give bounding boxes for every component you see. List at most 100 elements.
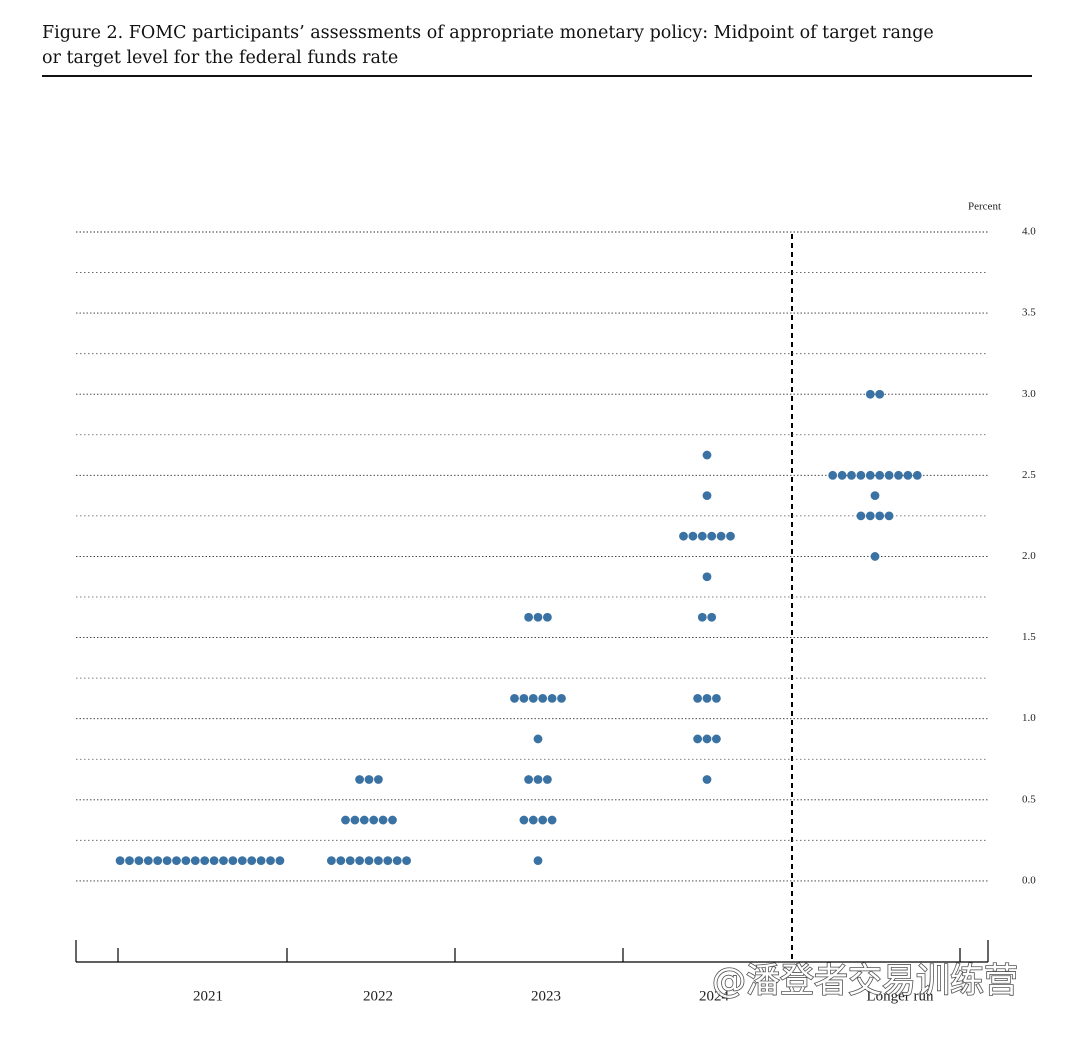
dot xyxy=(547,815,557,825)
dot xyxy=(679,531,688,541)
dot xyxy=(712,693,721,703)
dot xyxy=(547,693,557,703)
dot xyxy=(364,856,374,866)
dot xyxy=(524,612,533,622)
dot xyxy=(341,815,350,825)
dot xyxy=(533,734,543,744)
y-tick-label: 3.0 xyxy=(1022,388,1036,400)
dot xyxy=(355,775,364,784)
x-tick-label: 2021 xyxy=(193,988,223,1004)
dot xyxy=(125,856,134,866)
dot xyxy=(688,531,698,541)
x-tick-label: 2024 xyxy=(699,988,730,1004)
dot xyxy=(828,470,838,480)
dot xyxy=(712,734,721,744)
dot xyxy=(510,693,519,703)
dot xyxy=(524,775,533,784)
dot xyxy=(336,856,346,866)
dot xyxy=(115,856,125,866)
dot xyxy=(181,856,191,866)
dot xyxy=(538,815,548,825)
dot xyxy=(903,470,913,480)
dot xyxy=(247,856,257,866)
dot xyxy=(538,693,548,703)
dot xyxy=(134,856,144,866)
dot xyxy=(533,775,543,784)
dot xyxy=(359,815,369,825)
dot xyxy=(528,693,538,703)
dot xyxy=(884,470,894,480)
watermark: @潘登者交易训练营 xyxy=(712,961,1018,1001)
dot xyxy=(519,815,529,825)
dot xyxy=(200,856,210,866)
chart-title: or target level for the federal funds ra… xyxy=(42,48,398,68)
dot xyxy=(533,612,543,622)
dot xyxy=(374,856,383,866)
dot xyxy=(162,856,172,866)
dot xyxy=(369,815,379,825)
dot xyxy=(702,775,712,784)
dot xyxy=(533,856,543,866)
dot xyxy=(875,511,885,521)
dot xyxy=(707,531,717,541)
dot xyxy=(856,511,866,521)
x-tick-label: 2023 xyxy=(531,988,561,1004)
dot xyxy=(702,491,712,501)
dot xyxy=(228,856,238,866)
y-axis-label: Percent xyxy=(968,201,1001,213)
y-tick-label: 2.0 xyxy=(1022,550,1036,562)
dot xyxy=(327,856,336,866)
dot xyxy=(865,470,875,480)
dot xyxy=(707,612,717,622)
dot xyxy=(209,856,219,866)
dot xyxy=(237,856,247,866)
dot xyxy=(256,856,266,866)
dot xyxy=(870,552,880,561)
y-tick-label: 0.5 xyxy=(1022,793,1036,805)
dot xyxy=(266,856,275,866)
dot xyxy=(870,491,880,501)
dot xyxy=(875,470,885,480)
dot xyxy=(519,693,529,703)
dot xyxy=(392,856,402,866)
dot xyxy=(172,856,181,866)
dot xyxy=(856,470,866,480)
chart-title: Figure 2. FOMC participants’ assessments… xyxy=(42,23,934,43)
dot xyxy=(275,856,285,866)
dot xyxy=(364,775,374,784)
y-tick-label: 3.5 xyxy=(1022,307,1036,319)
dot xyxy=(355,856,364,866)
dot xyxy=(383,856,393,866)
dot xyxy=(847,470,856,480)
y-tick-label: 1.5 xyxy=(1022,631,1036,643)
dot xyxy=(716,531,726,541)
dot xyxy=(374,775,383,784)
y-tick-label: 2.5 xyxy=(1022,469,1036,481)
dot xyxy=(388,815,397,825)
dot xyxy=(350,815,360,825)
dot xyxy=(190,856,200,866)
dot xyxy=(528,815,538,825)
dot xyxy=(153,856,163,866)
dot xyxy=(702,693,712,703)
dot xyxy=(345,856,355,866)
dot xyxy=(702,450,712,460)
dot xyxy=(894,470,903,480)
dot xyxy=(702,572,712,582)
dot xyxy=(697,531,707,541)
dot xyxy=(875,389,885,399)
dot xyxy=(402,856,411,866)
dot xyxy=(693,734,702,744)
dot xyxy=(219,856,228,866)
dot xyxy=(543,612,552,622)
dot xyxy=(697,612,707,622)
dot xyxy=(884,511,894,521)
dot xyxy=(557,693,566,703)
dot xyxy=(143,856,153,866)
dot xyxy=(912,470,922,480)
y-tick-label: 1.0 xyxy=(1022,712,1036,724)
x-tick-label: 2022 xyxy=(363,988,393,1004)
dot xyxy=(865,389,875,399)
